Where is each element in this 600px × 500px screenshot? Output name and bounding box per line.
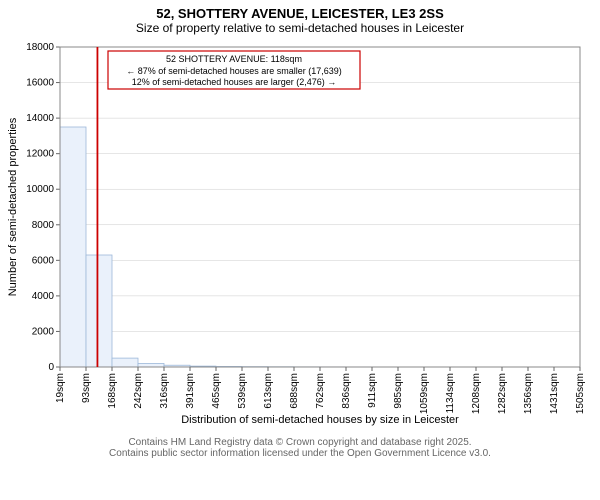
x-tick-label: 391sqm bbox=[185, 373, 196, 409]
x-tick-label: 1208sqm bbox=[471, 373, 482, 414]
x-tick-label: 911sqm bbox=[367, 373, 378, 408]
x-tick-label: 1134sqm bbox=[445, 373, 456, 413]
x-tick-label: 1431sqm bbox=[549, 373, 560, 414]
histogram-chart: 0 2000 4000 6000 8000 10000 12000 14000 16000 180… bbox=[0, 37, 600, 437]
x-tick-label: 688sqm bbox=[289, 373, 300, 409]
x-tick-label: 1059sqm bbox=[419, 373, 430, 414]
callout-line-2: ← 87% of semi-detached houses are smalle… bbox=[126, 66, 342, 76]
x-tick-label: 985sqm bbox=[393, 373, 404, 409]
title-line-2: Size of property relative to semi-detach… bbox=[0, 21, 600, 37]
title-line-1: 52, SHOTTERY AVENUE, LEICESTER, LE3 2SS bbox=[0, 0, 600, 21]
callout-line-3: 12% of semi-detached houses are larger (… bbox=[132, 77, 337, 87]
y-tick-label: 2000 bbox=[32, 326, 55, 337]
histogram-bar bbox=[86, 255, 112, 367]
y-tick-label: 4000 bbox=[32, 291, 55, 302]
footer-line-2: Contains public sector information licen… bbox=[0, 448, 600, 459]
x-tick-label: 93sqm bbox=[81, 373, 92, 403]
y-tick-label: 12000 bbox=[26, 149, 54, 160]
x-tick-label: 613sqm bbox=[263, 373, 274, 409]
x-tick-label: 1356sqm bbox=[523, 373, 534, 414]
x-tick-label: 316sqm bbox=[159, 373, 170, 409]
y-tick-label: 16000 bbox=[26, 78, 54, 89]
callout-line-1: 52 SHOTTERY AVENUE: 118sqm bbox=[166, 54, 302, 64]
y-tick-label: 0 bbox=[48, 362, 54, 373]
x-tick-label: 242sqm bbox=[133, 373, 144, 409]
x-tick-label: 1505sqm bbox=[575, 373, 586, 414]
y-tick-label: 10000 bbox=[26, 184, 54, 195]
histogram-bar bbox=[60, 127, 86, 367]
x-tick-label: 539sqm bbox=[237, 373, 248, 409]
y-tick-label: 18000 bbox=[26, 42, 54, 53]
x-tick-label: 836sqm bbox=[341, 373, 352, 409]
footer-line-1: Contains HM Land Registry data © Crown c… bbox=[0, 437, 600, 448]
x-tick-label: 168sqm bbox=[107, 373, 118, 409]
y-tick-label: 8000 bbox=[32, 220, 55, 231]
histogram-bar bbox=[112, 358, 138, 367]
y-axis-label: Number of semi-detached properties bbox=[7, 117, 19, 296]
x-tick-label: 1282sqm bbox=[497, 373, 508, 414]
histogram-bar bbox=[138, 363, 164, 367]
x-tick-label: 19sqm bbox=[55, 373, 66, 403]
x-tick-label: 465sqm bbox=[211, 373, 222, 409]
x-axis-label: Distribution of semi-detached houses by … bbox=[181, 414, 459, 426]
y-tick-label: 6000 bbox=[32, 255, 55, 266]
y-tick-label: 14000 bbox=[26, 113, 54, 124]
x-tick-label: 762sqm bbox=[315, 373, 326, 409]
